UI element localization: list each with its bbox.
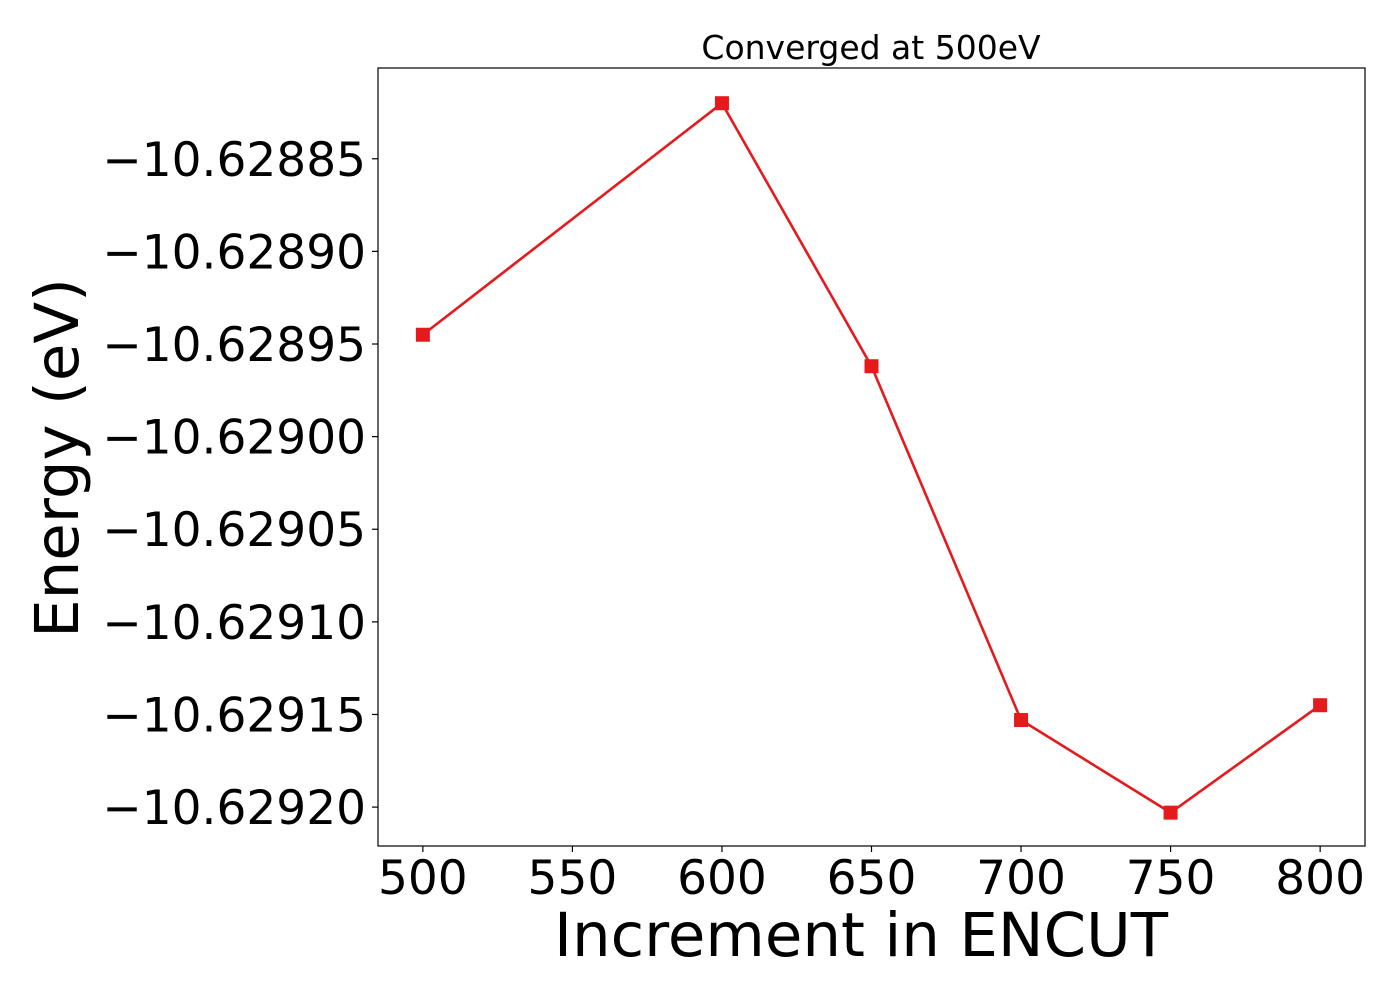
- x-tick-label: 750: [1126, 851, 1216, 906]
- x-tick-label: 700: [976, 851, 1066, 906]
- x-tick-label: 800: [1275, 851, 1365, 906]
- x-tick-label: 650: [827, 851, 917, 906]
- y-tick-label: −10.62890: [102, 225, 366, 280]
- plot-area: [415, 96, 1328, 820]
- x-axis-label: Increment in ENCUT: [554, 900, 1169, 971]
- y-tick-label: −10.62895: [102, 318, 366, 373]
- x-tick-label: 600: [677, 851, 767, 906]
- x-tick-label: 550: [528, 851, 618, 906]
- data-point: [864, 359, 879, 374]
- data-point: [415, 327, 430, 342]
- y-tick-label: −10.62910: [102, 596, 366, 651]
- plot-frame: [377, 67, 1366, 847]
- y-tick-label: −10.62885: [102, 133, 366, 188]
- data-point: [1014, 713, 1029, 728]
- data-point: [714, 96, 729, 111]
- y-tick-label: −10.62915: [102, 688, 366, 743]
- y-axis: −10.62885 −10.62890 −10.62895 −10.62900 −10.…: [102, 133, 378, 836]
- y-tick-label: −10.62905: [102, 503, 366, 558]
- y-tick-label: −10.62920: [102, 781, 366, 836]
- x-axis: 500 550 600 650 700 750 800: [378, 846, 1365, 906]
- y-axis-label: Energy (eV): [22, 278, 93, 638]
- data-point: [1313, 698, 1328, 713]
- chart-title: Converged at 500eV: [701, 28, 1041, 67]
- x-tick-label: 500: [378, 851, 468, 906]
- data-point: [1163, 805, 1178, 820]
- series-line: [422, 101, 1321, 814]
- y-tick-label: −10.62900: [102, 411, 366, 466]
